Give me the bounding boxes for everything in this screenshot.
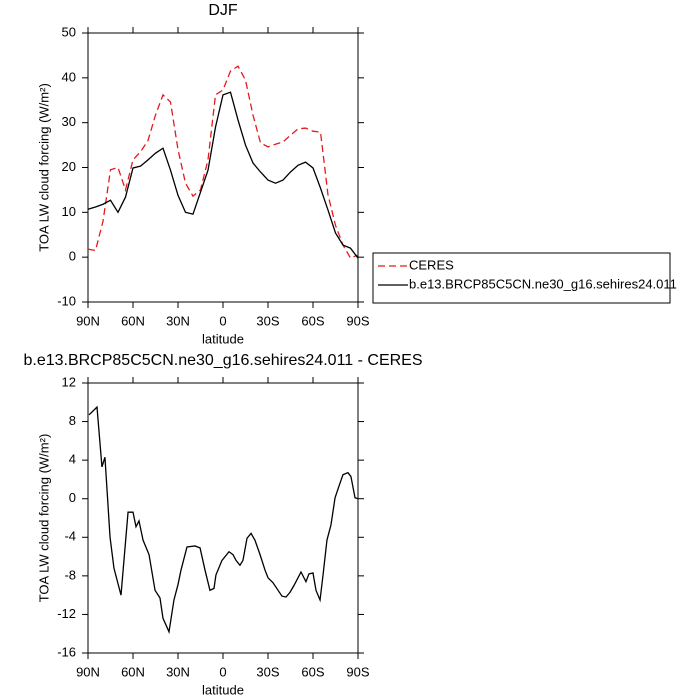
y-axis-label: TOA LW cloud forcing (W/m²) [36,83,51,252]
plot-frame [87,32,359,303]
y-tick-label: 40 [62,69,76,84]
x-tick-label: 0 [219,313,226,328]
y-tick-label: -4 [64,529,76,544]
chart-title: DJF [208,2,238,19]
x-tick-label: 90N [76,664,100,679]
legend-box [372,252,671,304]
legend-label: CERES [409,257,454,272]
data-line [88,405,359,635]
legend-label: b.e13.BRCP85C5CN.ne30_g16.sehires24.011 [409,276,677,291]
y-tick-label: 8 [69,413,76,428]
x-tick-label: 60S [301,664,324,679]
y-tick-label: -8 [64,567,76,582]
x-tick-label: 90S [346,313,369,328]
y-axis-label: TOA LW cloud forcing (W/m²) [36,434,51,603]
x-tick-label: 90N [76,313,100,328]
x-axis-label: latitude [202,331,244,346]
chart-title: b.e13.BRCP85C5CN.ne30_g16.sehires24.011 … [23,352,422,369]
y-tick-label: 30 [62,114,76,129]
plot-frame [87,382,359,654]
data-line [87,65,359,259]
y-tick-label: 12 [62,374,76,389]
y-tick-label: -10 [57,293,76,308]
y-tick-label: 4 [69,452,76,467]
x-tick-label: 30S [256,664,279,679]
x-tick-label: 0 [219,664,226,679]
x-tick-label: 30N [166,313,190,328]
x-axis-label: latitude [202,682,244,697]
x-tick-label: 60N [121,313,145,328]
y-tick-label: -16 [57,644,76,659]
y-tick-label: 0 [69,490,76,505]
x-tick-label: 60N [121,664,145,679]
y-tick-label: 50 [62,24,76,39]
x-tick-label: 90S [346,664,369,679]
y-tick-label: 0 [69,249,76,264]
x-tick-label: 60S [301,313,324,328]
y-tick-label: -12 [57,606,76,621]
data-line [87,91,359,259]
y-tick-label: 20 [62,159,76,174]
x-tick-label: 30N [166,664,190,679]
y-tick-label: 10 [62,204,76,219]
x-tick-label: 30S [256,313,279,328]
